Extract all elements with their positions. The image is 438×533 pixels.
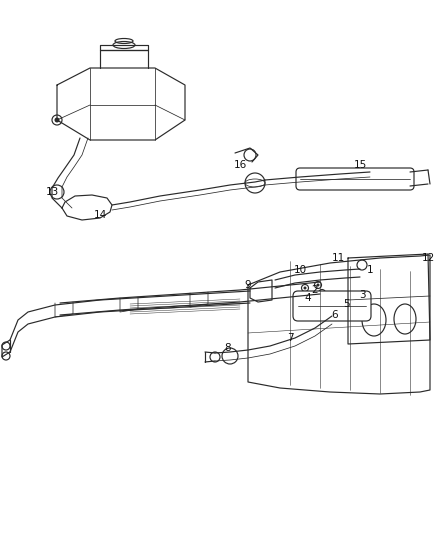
- Text: 8: 8: [225, 343, 231, 353]
- Text: 5: 5: [343, 299, 350, 309]
- Text: 16: 16: [233, 160, 247, 170]
- Text: 7: 7: [287, 333, 293, 343]
- Circle shape: [308, 295, 311, 297]
- Circle shape: [54, 117, 60, 123]
- Circle shape: [52, 115, 62, 125]
- Text: 15: 15: [353, 160, 367, 170]
- Text: 11: 11: [332, 253, 345, 263]
- Text: 4: 4: [305, 293, 311, 303]
- Text: 12: 12: [421, 253, 434, 263]
- Circle shape: [317, 284, 319, 287]
- FancyBboxPatch shape: [293, 291, 371, 321]
- Text: 9: 9: [245, 280, 251, 290]
- FancyBboxPatch shape: [296, 168, 414, 190]
- Text: 10: 10: [293, 265, 307, 275]
- Text: 13: 13: [46, 187, 59, 197]
- Circle shape: [321, 292, 324, 295]
- Text: 1: 1: [367, 265, 373, 275]
- Text: 14: 14: [93, 210, 106, 220]
- Text: 3: 3: [359, 290, 365, 300]
- Circle shape: [304, 287, 307, 289]
- Text: 6: 6: [332, 310, 338, 320]
- Text: 2: 2: [312, 285, 318, 295]
